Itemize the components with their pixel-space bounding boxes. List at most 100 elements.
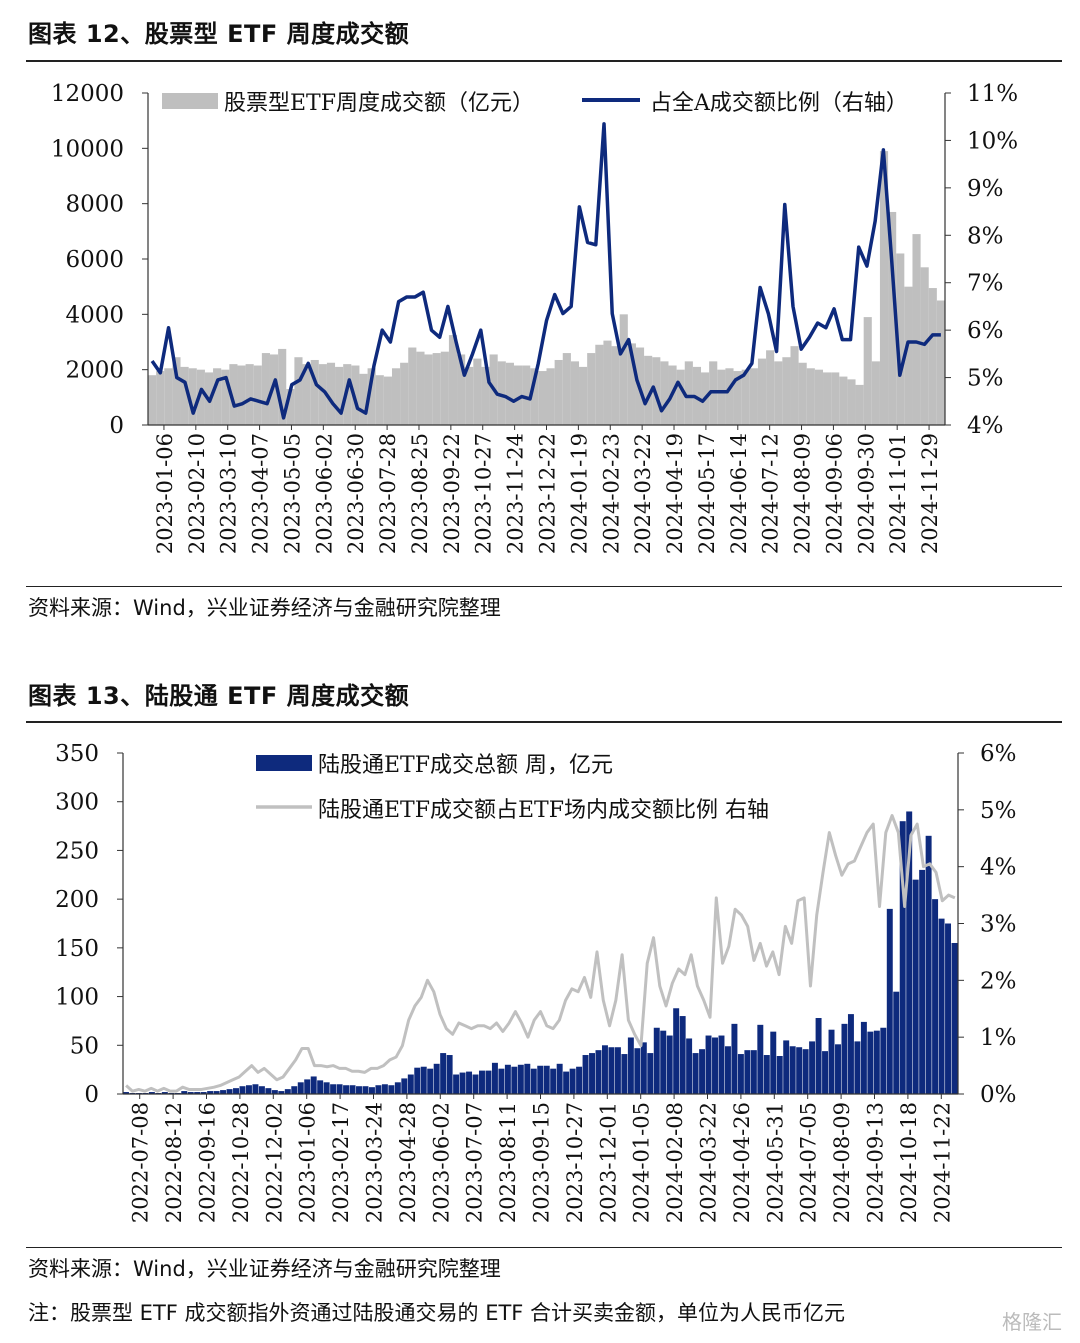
bar: [796, 1047, 803, 1094]
bar: [164, 368, 173, 425]
x-tick-label: 2024-06-14: [727, 433, 751, 554]
x-tick-label: 2022-08-12: [162, 1102, 186, 1223]
fig12-bottom-rule: [26, 586, 1062, 587]
bar: [692, 366, 702, 425]
bar: [367, 368, 376, 425]
bar: [229, 364, 238, 425]
bar: [920, 267, 929, 425]
x-tick-label: 2023-02-17: [329, 1102, 353, 1223]
y2-tick-label: 6%: [980, 741, 1017, 767]
bar: [789, 1046, 796, 1094]
x-tick-label: 2023-11-24: [504, 433, 528, 554]
bar: [823, 372, 832, 425]
bar: [172, 357, 181, 425]
bar: [207, 1091, 214, 1094]
x-tick-label: 2024-08-09: [830, 1102, 854, 1223]
y2-tick-label: 1%: [980, 1025, 1017, 1051]
bar: [323, 1082, 330, 1094]
fig12-top-rule: [26, 60, 1062, 62]
bar: [627, 343, 636, 425]
x-tick-label: 2023-09-22: [440, 433, 464, 554]
bar: [517, 1064, 524, 1094]
fig13-title: 图表 13、陆股通 ETF 周度成交额: [28, 682, 410, 710]
bar: [310, 359, 319, 425]
y2-tick-label: 4%: [967, 413, 1004, 439]
bar: [530, 368, 539, 425]
y-tick-label: 300: [55, 790, 99, 816]
bar: [776, 1056, 783, 1094]
bar: [188, 368, 197, 425]
bar: [394, 1082, 401, 1094]
y2-tick-label: 10%: [967, 128, 1018, 154]
bar: [731, 1023, 738, 1094]
bar: [640, 1042, 647, 1094]
legend-line-label: 占全A成交额比例（右轴）: [650, 91, 908, 116]
bar: [245, 364, 254, 425]
bar: [686, 1038, 693, 1094]
bar: [587, 353, 596, 425]
bar: [744, 1050, 751, 1094]
bar: [304, 1079, 311, 1094]
bar: [938, 918, 945, 1094]
bar: [725, 368, 734, 425]
x-tick-label: 2024-11-29: [918, 433, 942, 554]
bar: [603, 340, 612, 425]
bar: [647, 1053, 654, 1094]
bar: [627, 1037, 634, 1094]
legend-bar-label: 股票型ETF周度成交额（亿元）: [224, 91, 534, 116]
bar: [757, 358, 767, 425]
bar: [782, 357, 791, 425]
bar: [749, 368, 758, 425]
y2-tick-label: 5%: [967, 366, 1004, 392]
series-line: [150, 122, 941, 420]
bar: [614, 1047, 621, 1094]
x-tick-label: 2024-11-22: [930, 1102, 954, 1223]
bar: [253, 365, 262, 425]
bar: [582, 1055, 589, 1094]
y2-tick-label: 2%: [980, 968, 1017, 994]
bar: [835, 1044, 841, 1094]
bar: [621, 1054, 628, 1094]
x-tick-label: 2024-04-26: [730, 1102, 754, 1223]
bar: [766, 350, 775, 425]
bar: [608, 1047, 615, 1094]
x-tick-label: 2023-05-05: [280, 433, 304, 554]
bar: [945, 923, 952, 1094]
bar: [543, 1065, 550, 1094]
bar: [497, 361, 506, 425]
bar: [457, 354, 466, 425]
bar: [576, 1066, 583, 1094]
y2-tick-label: 3%: [980, 912, 1017, 938]
x-tick-label: 2022-10-28: [229, 1102, 253, 1223]
x-tick-label: 2023-01-06: [296, 1102, 320, 1223]
x-tick-label: 2024-09-06: [822, 433, 846, 554]
x-tick-label: 2022-09-16: [196, 1102, 220, 1223]
x-tick-label: 2023-04-28: [396, 1102, 420, 1223]
bar: [317, 1080, 324, 1094]
bar: [644, 355, 653, 425]
y2-tick-label: 4%: [980, 855, 1017, 881]
bar: [433, 1063, 440, 1094]
bar: [196, 369, 205, 425]
y2-tick-label: 6%: [967, 318, 1004, 344]
bar: [699, 1049, 706, 1094]
bar: [440, 1053, 447, 1094]
y-tick-label: 12000: [51, 81, 124, 107]
x-tick-label: 2023-10-27: [563, 1102, 587, 1223]
bar: [569, 1068, 576, 1094]
bar: [233, 1088, 239, 1094]
bar: [912, 879, 919, 1094]
bar: [705, 1035, 712, 1094]
x-tick-label: 2024-07-12: [759, 433, 783, 554]
bar: [550, 1068, 557, 1094]
bar: [579, 366, 588, 425]
bar: [156, 371, 165, 425]
bar: [356, 1086, 362, 1094]
y2-tick-label: 8%: [967, 223, 1004, 249]
bar: [718, 1035, 725, 1094]
bar: [194, 1092, 201, 1094]
bar: [335, 366, 344, 425]
bar: [400, 362, 409, 425]
bar: [886, 908, 893, 1094]
bar: [362, 1086, 369, 1094]
